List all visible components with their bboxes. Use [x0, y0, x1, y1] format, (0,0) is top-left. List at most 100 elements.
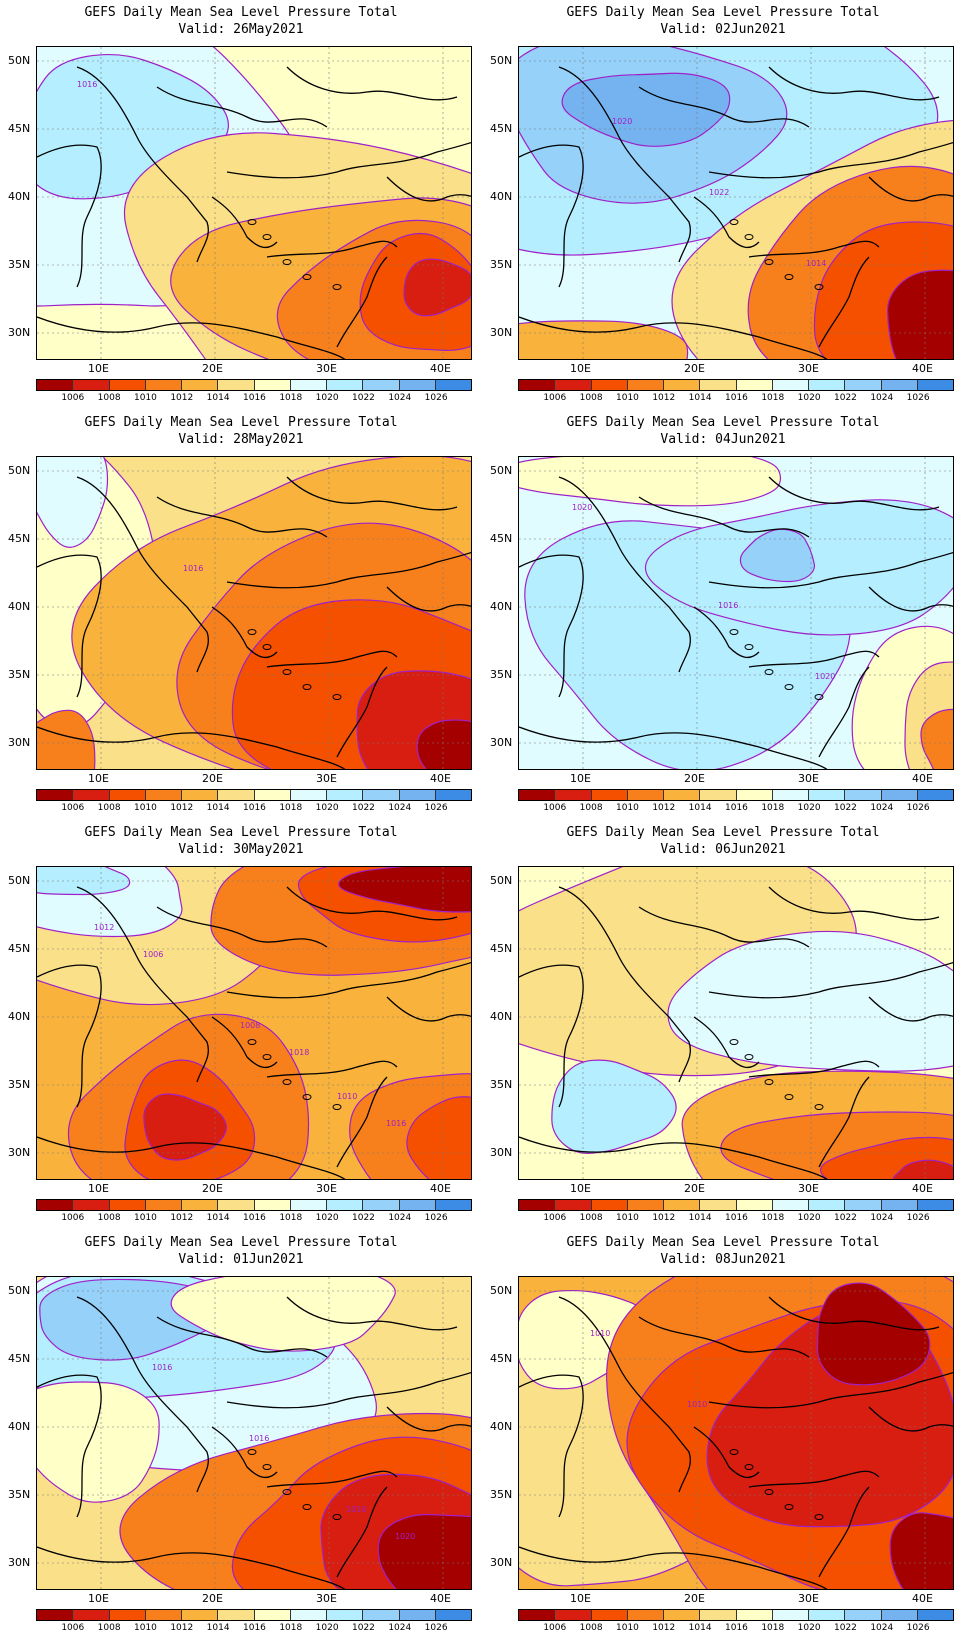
lon-tick-label: 30E [316, 1592, 337, 1605]
colorbar-label: 1022 [834, 1623, 857, 1633]
lon-tick-label: 40E [912, 362, 933, 375]
lon-tick-label: 40E [912, 772, 933, 785]
colorbar-label: 1016 [243, 1213, 266, 1223]
colorbar-label: 1022 [352, 803, 375, 813]
colorbar-label: 1012 [170, 1213, 194, 1223]
lat-tick-label: 35N [490, 668, 513, 681]
contour-label: 1010 [346, 1505, 366, 1514]
colorbar-swatch [290, 1200, 327, 1210]
colorbar-swatch [917, 1610, 953, 1620]
colorbar-label: 1010 [134, 1213, 157, 1223]
lon-tick-label: 40E [912, 1182, 933, 1195]
colorbar-swatch [555, 1610, 592, 1620]
lat-tick-label: 35N [8, 258, 31, 271]
colorbar [36, 1609, 472, 1621]
contour-label: 1008 [240, 1021, 260, 1030]
pressure-field: 1016 1020 1020 [519, 457, 953, 769]
lat-tick-label: 45N [490, 1352, 513, 1365]
pressure-map: 1016 1020 1020 [518, 456, 954, 770]
lon-tick-label: 20E [202, 362, 223, 375]
pressure-field: 1010 1010 [519, 1277, 953, 1589]
lat-tick-label: 45N [8, 122, 31, 135]
panel-valid-date: Valid: 08Jun2021 [660, 1252, 786, 1267]
lat-tick-label: 30N [8, 1146, 31, 1159]
lon-tick-label: 10E [88, 1182, 109, 1195]
colorbar-swatch [109, 790, 146, 800]
lon-tick-label: 30E [798, 1182, 819, 1195]
colorbar-swatch [363, 790, 400, 800]
map-panel-6: GEFS Daily Mean Sea Level Pressure Total… [482, 820, 964, 1230]
lat-tick-label: 35N [490, 1488, 513, 1501]
colorbar-label: 1026 [424, 1213, 448, 1223]
lat-tick-label: 40N [8, 1420, 31, 1433]
colorbar-label: 1014 [206, 803, 230, 813]
lat-tick-label: 50N [490, 874, 513, 887]
colorbar-swatch [519, 380, 556, 390]
lat-tick-label: 35N [490, 258, 513, 271]
colorbar-label: 1010 [134, 1623, 157, 1633]
contour-label: 1016 [718, 601, 738, 610]
colorbar-swatch [881, 380, 918, 390]
colorbar-swatch [700, 380, 737, 390]
colorbar-swatch [182, 1200, 219, 1210]
colorbar-swatch [736, 1610, 773, 1620]
pressure-map: 1016 [36, 46, 472, 360]
colorbar-label: 1010 [616, 803, 639, 813]
colorbar-label: 1016 [725, 803, 748, 813]
colorbar-swatch [145, 380, 182, 390]
colorbar-label: 1018 [761, 393, 785, 403]
colorbar-swatch [736, 1200, 773, 1210]
colorbar-swatch [218, 380, 255, 390]
colorbar-swatch [145, 1200, 182, 1210]
colorbar-swatch [218, 790, 255, 800]
pressure-field: 1020 1022 1014 [519, 47, 953, 359]
colorbar-swatch [809, 790, 846, 800]
colorbar-swatch [254, 790, 291, 800]
contour-label: 1014 [806, 259, 826, 268]
colorbar-swatch [809, 1200, 846, 1210]
colorbar-label: 1026 [424, 1623, 448, 1633]
colorbar-label: 1020 [797, 803, 821, 813]
colorbar-label: 1024 [870, 393, 894, 403]
colorbar-label: 1026 [424, 803, 448, 813]
contour-label: 1016 [249, 1434, 269, 1443]
colorbar-label: 1018 [279, 393, 303, 403]
colorbar-swatch [399, 1200, 436, 1210]
colorbar-swatch [109, 380, 146, 390]
colorbar-label: 1024 [388, 393, 412, 403]
colorbar-label: 1022 [834, 1213, 857, 1223]
lat-tick-label: 40N [8, 600, 31, 613]
colorbar-swatch [917, 1200, 953, 1210]
colorbar-swatch [363, 1200, 400, 1210]
lat-tick-label: 45N [8, 532, 31, 545]
lat-tick-label: 40N [8, 1010, 31, 1023]
colorbar-swatch [327, 1610, 364, 1620]
colorbar-swatch [327, 1200, 364, 1210]
colorbar-label: 1010 [134, 803, 157, 813]
pressure-field [519, 867, 953, 1179]
colorbar-label: 1016 [243, 1623, 266, 1633]
colorbar-label: 1010 [616, 1623, 639, 1633]
colorbar-swatch [917, 380, 953, 390]
colorbar-swatch [182, 1610, 219, 1620]
lat-tick-label: 30N [8, 736, 31, 749]
colorbar-swatch [290, 790, 327, 800]
colorbar-label: 1008 [97, 803, 121, 813]
lon-tick-label: 10E [570, 362, 591, 375]
lat-tick-label: 50N [8, 464, 31, 477]
pressure-map: 1020 1022 1014 [518, 46, 954, 360]
colorbar-label: 1026 [906, 803, 930, 813]
contour-label: 1010 [337, 1092, 357, 1101]
lon-tick-label: 30E [316, 772, 337, 785]
colorbar-swatch [591, 380, 628, 390]
colorbar-swatch [664, 380, 701, 390]
colorbar-swatch [327, 380, 364, 390]
lat-tick-label: 45N [490, 122, 513, 135]
lon-tick-label: 30E [316, 1182, 337, 1195]
contour-label: 1016 [77, 80, 97, 89]
contour-label: 1020 [815, 672, 835, 681]
colorbar-swatch [772, 380, 809, 390]
lat-tick-label: 35N [490, 1078, 513, 1091]
lon-tick-label: 10E [570, 1592, 591, 1605]
map-panel-2: GEFS Daily Mean Sea Level Pressure Total… [482, 0, 964, 410]
